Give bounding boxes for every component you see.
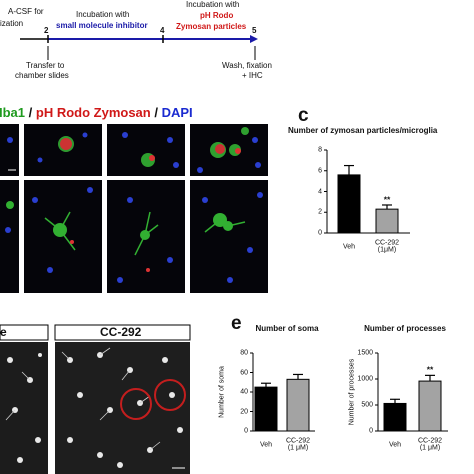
bar bbox=[375, 208, 399, 234]
timeline-mark: 5 bbox=[252, 26, 257, 35]
legend-separator: / bbox=[28, 105, 33, 120]
y-tick-label: 6 bbox=[318, 167, 322, 175]
stain-legend: Iba1 / pH Rodo Zymosan / DAPI bbox=[0, 106, 193, 120]
x-tick-label: CC-292 (1μM) bbox=[374, 239, 400, 254]
timeline-text: pH Rodo bbox=[200, 11, 234, 20]
y-tick-label: 0 bbox=[244, 427, 248, 435]
bar bbox=[418, 380, 442, 432]
chart-title: Number of soma bbox=[255, 323, 319, 333]
timeline-arrow bbox=[250, 35, 258, 43]
y-tick-label: 2 bbox=[318, 208, 322, 216]
timeline-text: Incubation with bbox=[186, 0, 240, 9]
legend-item: DAPI bbox=[161, 105, 193, 120]
timeline-mark: 4 bbox=[160, 26, 165, 35]
x-tick-label: Veh bbox=[342, 243, 356, 251]
bar bbox=[254, 386, 278, 432]
chart-title: Number of zymosan particles/microglia bbox=[288, 125, 438, 135]
x-tick-label: Veh bbox=[259, 441, 273, 449]
x-tick-label: Veh bbox=[388, 441, 402, 449]
timeline-text: Zymosan particles bbox=[176, 22, 247, 31]
panel-letter: e bbox=[231, 313, 242, 334]
timeline-text: small molecule inhibitor bbox=[56, 21, 148, 30]
fluorescence-images bbox=[0, 124, 268, 293]
y-tick-label: 60 bbox=[240, 368, 248, 376]
timeline-text: A-CSF for bbox=[8, 7, 44, 16]
y-tick-label: 80 bbox=[240, 349, 248, 357]
y-axis-label: Number of processes bbox=[348, 358, 356, 426]
timeline-text: Transfer to bbox=[26, 61, 65, 70]
bar bbox=[286, 378, 310, 432]
y-tick-label: 40 bbox=[240, 388, 248, 396]
timeline-text: Wash, fixation bbox=[222, 61, 272, 70]
x-tick-label: CC-292 (1 μM) bbox=[417, 437, 443, 452]
y-tick-label: 0 bbox=[369, 427, 373, 435]
timeline-text: chamber slides bbox=[15, 71, 69, 80]
timeline-text: + IHC bbox=[242, 71, 263, 80]
grayscale-images bbox=[0, 324, 191, 474]
y-tick-label: 1500 bbox=[357, 349, 373, 357]
y-axis-label: Number of soma bbox=[218, 366, 226, 418]
timeline-text: ization bbox=[0, 19, 24, 28]
y-tick-label: 8 bbox=[318, 146, 322, 154]
x-tick-label: CC-292 (1 μM) bbox=[285, 437, 311, 452]
y-tick-label: 500 bbox=[361, 401, 373, 409]
image-label: CC-292 bbox=[100, 325, 142, 339]
legend-separator: / bbox=[154, 105, 158, 120]
timeline-mark: 2 bbox=[44, 26, 49, 35]
legend-item: Iba1 bbox=[0, 105, 26, 120]
timeline-text: Incubation with bbox=[76, 10, 130, 19]
significance-label: ** bbox=[383, 194, 391, 205]
y-tick-label: 1000 bbox=[357, 375, 373, 383]
panel-letter: c bbox=[298, 105, 309, 126]
image-label: e bbox=[0, 325, 7, 339]
y-tick-label: 0 bbox=[318, 229, 322, 237]
significance-label: ** bbox=[426, 364, 434, 375]
y-tick-label: 4 bbox=[318, 187, 322, 195]
chart-title: Number of processes bbox=[364, 323, 446, 333]
bar bbox=[383, 402, 407, 432]
y-tick-label: 20 bbox=[240, 407, 248, 415]
bar bbox=[337, 174, 361, 234]
legend-item: pH Rodo Zymosan bbox=[35, 105, 151, 120]
